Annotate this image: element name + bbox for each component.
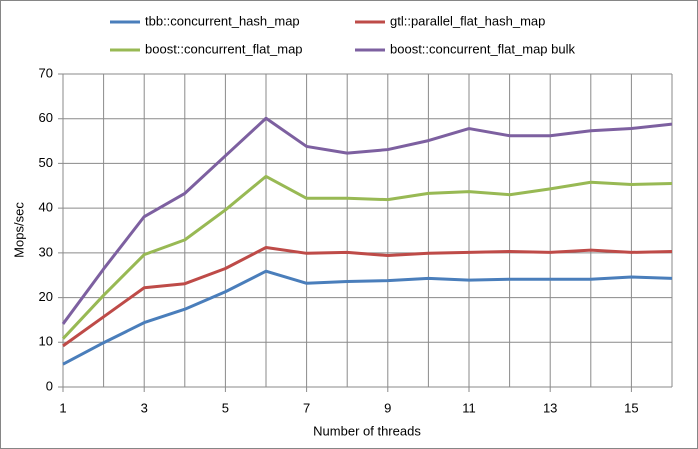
data-line [62, 245, 673, 348]
x-axis-title: Number of threads [313, 423, 421, 438]
y-tick-label: 30 [39, 244, 53, 259]
x-tick-label: 15 [624, 400, 638, 415]
data-line [61, 116, 673, 325]
y-axis-title: Mops/sec [11, 202, 26, 258]
y-tick-label: 0 [46, 378, 53, 393]
x-tick-label: 1 [59, 400, 66, 415]
legend-label: boost::concurrent_flat_map bulk [390, 41, 575, 56]
legend-label: tbb::concurrent_hash_map [145, 13, 300, 28]
x-tick-label: 9 [384, 400, 391, 415]
y-tick-label: 60 [39, 110, 53, 125]
y-tick-label: 20 [39, 289, 53, 304]
data-line [61, 174, 673, 340]
x-tick-label: 3 [141, 400, 148, 415]
legend-label: boost::concurrent_flat_map [145, 41, 303, 56]
y-tick-label: 40 [39, 200, 53, 215]
x-tick-label: 13 [543, 400, 557, 415]
y-tick-label: 70 [39, 65, 53, 80]
legend-label: gtl::parallel_flat_hash_map [390, 13, 545, 28]
y-tick-label: 50 [39, 155, 53, 170]
y-tick-label: 10 [39, 334, 53, 349]
data-line [62, 269, 673, 366]
x-tick-label: 7 [303, 400, 310, 415]
x-tick-label: 11 [462, 400, 476, 415]
x-tick-label: 5 [222, 400, 229, 415]
